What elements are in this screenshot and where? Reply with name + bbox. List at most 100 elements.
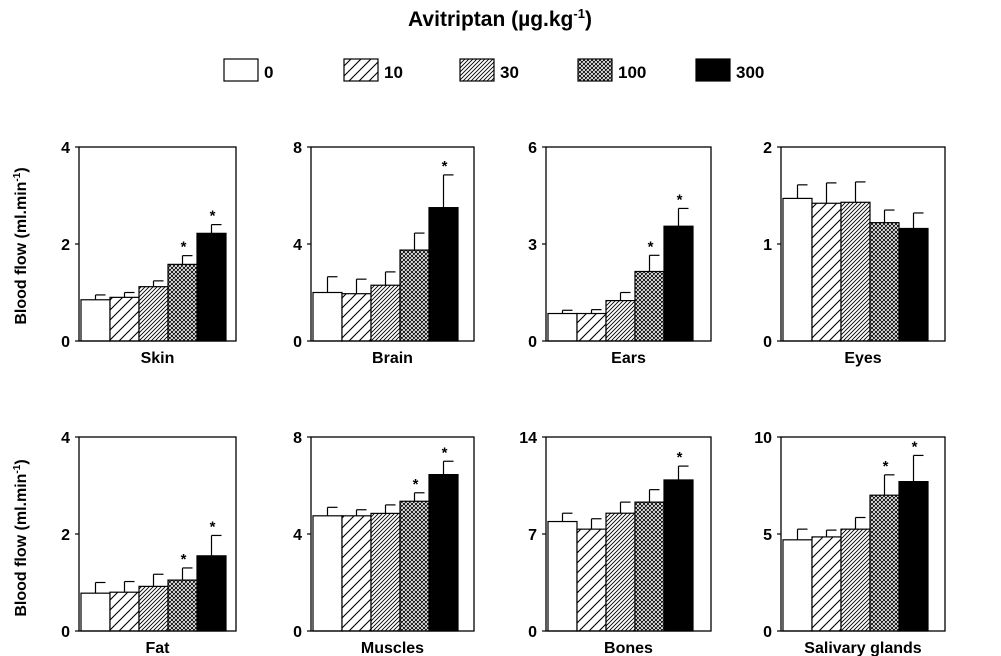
bar: [576, 528, 607, 632]
legend-item-30: 30: [459, 58, 519, 82]
bar: [576, 312, 607, 342]
bar: [898, 227, 929, 342]
panel-label: Bones: [604, 640, 653, 656]
bar: [869, 222, 900, 342]
legend-label: 0: [264, 63, 273, 82]
bar-muscles-30: [370, 504, 401, 632]
bar: [428, 207, 459, 342]
bar: [370, 512, 401, 632]
bar: [663, 225, 694, 342]
panel-muscles: 0 4 8 * * Muscles: [293, 430, 475, 656]
y-tick-label: 3: [528, 237, 537, 254]
bar: [196, 232, 227, 342]
significance-marker: *: [442, 444, 448, 461]
bar: [341, 515, 372, 632]
bar: [138, 286, 169, 342]
y-tick-label: 0: [528, 624, 537, 641]
significance-marker: *: [413, 476, 419, 493]
bar-ears-30: [605, 291, 636, 342]
bar-salivary-glands-100: *: [869, 458, 900, 632]
legend-item-0: 0: [223, 58, 273, 82]
y-tick-label: 4: [61, 140, 70, 157]
y-tick-label: 0: [293, 334, 302, 351]
panel-label: Muscles: [361, 640, 424, 656]
bar: [341, 293, 372, 342]
bar-bones-0: [547, 512, 578, 632]
bar-salivary-glands-30: [840, 516, 871, 632]
panel-label: Fat: [146, 640, 171, 656]
panel-eyes: 0 1 2 Eyes: [763, 140, 946, 367]
legend-label: 100: [618, 63, 646, 82]
bar-skin-0: [80, 294, 111, 342]
bar: [428, 473, 459, 632]
legend-swatch-black: [695, 58, 731, 82]
panel-ears: 0 3 6 * * Ears: [528, 140, 712, 367]
panel-brain: 0 4 8 * Brain: [293, 140, 475, 367]
significance-marker: *: [648, 238, 654, 255]
legend-swatch-white: [223, 58, 259, 82]
legend-label: 300: [736, 63, 764, 82]
bar: [547, 520, 578, 632]
bar: [399, 249, 430, 342]
y-tick-label: 2: [763, 140, 772, 157]
bar: [80, 299, 111, 342]
bar: [840, 201, 871, 342]
y-tick-label: 0: [763, 624, 772, 641]
bar-eyes-30: [840, 181, 871, 342]
bar-eyes-300: [898, 212, 929, 342]
y-tick-label: 4: [293, 527, 302, 544]
bar-brain-100: [399, 232, 430, 342]
panel-frame: [78, 436, 237, 632]
bar: [109, 591, 140, 632]
panel-frame: [545, 436, 712, 632]
panel-label: Ears: [611, 350, 646, 367]
bar-skin-10: [109, 291, 140, 342]
bar: [312, 515, 343, 632]
panel-fat: 0 2 4 * * Fat: [61, 430, 237, 656]
bar: [167, 579, 198, 632]
panel-label: Brain: [372, 350, 413, 367]
bar-eyes-100: [869, 209, 900, 342]
y-tick-label: 2: [61, 527, 70, 544]
y-axis-label-top: Blood flow (ml.min-1): [12, 167, 30, 324]
bar: [811, 536, 842, 632]
bar: [399, 500, 430, 632]
panel-label: Skin: [141, 350, 175, 367]
y-tick-label: 6: [528, 140, 537, 157]
y-tick-label: 7: [528, 527, 537, 544]
bar-eyes-0: [782, 184, 813, 342]
bar-bones-300: *: [663, 449, 694, 632]
y-tick-label: 8: [293, 430, 302, 447]
legend-item-300: 300: [695, 58, 764, 82]
significance-marker: *: [181, 239, 187, 256]
bar: [167, 263, 198, 342]
y-axis-label-bottom: Blood flow (ml.min-1): [12, 459, 30, 616]
bar-ears-0: [547, 309, 578, 342]
bar: [605, 299, 636, 342]
bar: [634, 270, 665, 342]
bar: [370, 284, 401, 342]
bar-skin-300: *: [196, 208, 227, 342]
y-tick-label: 0: [293, 624, 302, 641]
bar-muscles-100: *: [399, 476, 430, 632]
bar: [80, 592, 111, 632]
bar-bones-30: [605, 501, 636, 632]
bar-ears-300: *: [663, 191, 694, 342]
panel-label: Salivary glands: [804, 640, 921, 656]
bar-fat-100: *: [167, 551, 198, 632]
significance-marker: *: [677, 449, 683, 466]
bar: [312, 291, 343, 342]
panels: 0 2 4 * * Skin 0 4 8 * Brain 0 3 6 * * Ears 0 1 2 Eyes 0 2 4 * * F…: [61, 140, 946, 656]
y-tick-label: 4: [293, 237, 302, 254]
significance-marker: *: [883, 458, 889, 475]
bar: [811, 202, 842, 342]
bar-fat-300: *: [196, 518, 227, 632]
legend-item-10: 10: [343, 58, 403, 82]
y-tick-label: 0: [763, 334, 772, 351]
bar: [138, 585, 169, 632]
panel-bones: 0 7 14 * Bones: [519, 430, 712, 656]
bar-salivary-glands-300: *: [898, 438, 929, 632]
legend-swatch-crosshatch: [577, 58, 613, 82]
panel-salivary-glands: 0 5 10 * * Salivary glands: [754, 430, 946, 656]
